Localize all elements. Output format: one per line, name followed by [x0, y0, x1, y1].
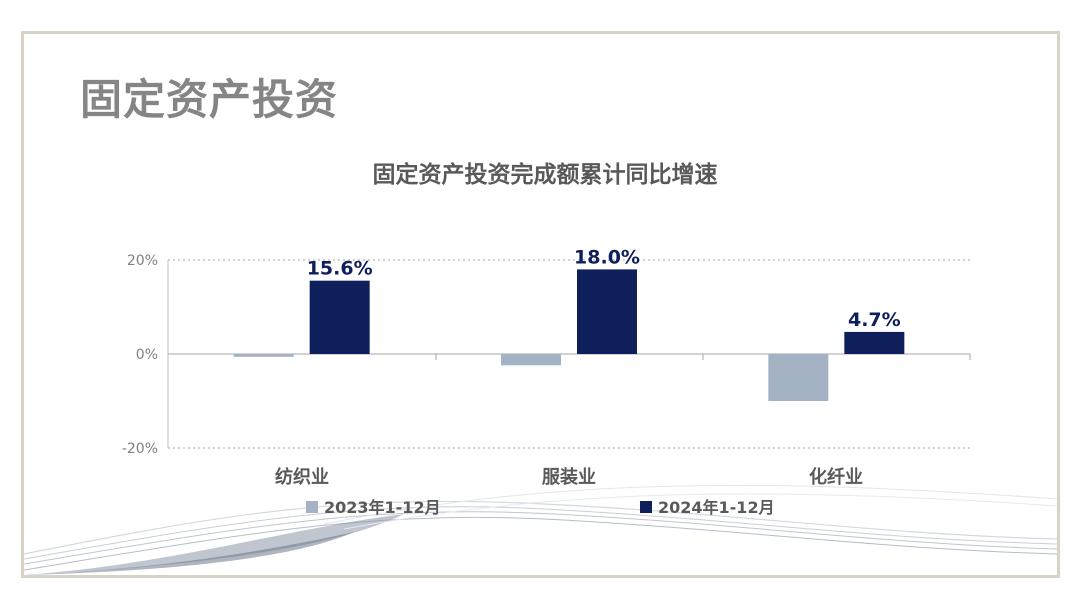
x-tick-label: 化纤业 [809, 466, 863, 488]
data-label: 15.6% [307, 258, 373, 280]
bar-2023 [768, 354, 829, 401]
legend-label-2024: 2024年1-12月 [658, 498, 775, 517]
bar-2024 [577, 269, 637, 354]
data-label: 18.0% [574, 246, 640, 268]
legend: 2023年1-12月 2024年1-12月 [306, 498, 775, 517]
legend-swatch-2024 [640, 501, 652, 513]
bar-2024 [309, 280, 370, 354]
y-tick-label: -20% [122, 441, 158, 457]
bar-2023 [233, 354, 294, 357]
x-tick-label: 纺织业 [275, 466, 329, 488]
data-label: 4.7% [848, 309, 901, 331]
chart-title: 固定资产投资完成额累计同比增速 [373, 161, 718, 188]
slide-frame: 固定资产投资 [21, 31, 1060, 578]
bars-layer: 15.6% 18.0% 4.7% [233, 246, 905, 401]
legend-label-2023: 2023年1-12月 [324, 498, 441, 517]
x-tick-label: 服装业 [542, 466, 596, 488]
y-tick-label: 20% [127, 253, 158, 269]
bar-2024 [844, 331, 905, 354]
y-tick-label: 0% [136, 347, 158, 363]
page-title: 固定资产投资 [80, 75, 339, 124]
legend-swatch-2023 [306, 501, 318, 513]
decorative-wave [24, 484, 1057, 575]
bar-2023 [501, 354, 561, 366]
